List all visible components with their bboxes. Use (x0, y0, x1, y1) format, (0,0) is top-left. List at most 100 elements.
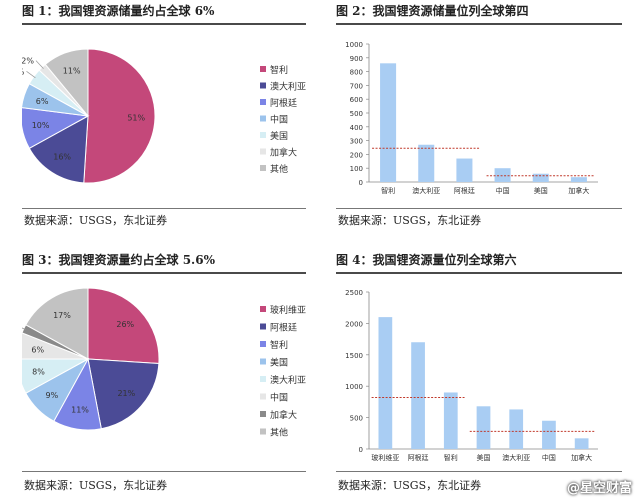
legend-label: 澳大利亚 (270, 81, 306, 93)
legend-label: 其他 (270, 163, 288, 175)
bar (380, 63, 397, 182)
y-tick-label: 600 (350, 96, 363, 104)
x-tick-label: 玻利维亚 (371, 453, 399, 462)
data-label: 51% (127, 114, 145, 123)
panel-4: 图 4：我国锂资源量位列全球第六 0 500 1000 1500 2000 2500 玻利维… (336, 249, 622, 498)
x-tick-label: 阿根廷 (408, 453, 429, 462)
panel-2: 图 2：我国锂资源储量位列全球第四 0 100 200 300 400 500 600 700… (336, 0, 622, 235)
legend-label: 其他 (270, 427, 288, 439)
bar (532, 173, 549, 182)
bar (574, 438, 589, 449)
pie-chart-3: 26%21%11%9%8%6%2%17%玻利维亚阿根廷智利美国澳大利亚中国加拿大… (22, 287, 306, 439)
x-tick-label: 加拿大 (571, 453, 592, 462)
y-tick-label: 1000 (345, 41, 363, 49)
source-rule (336, 208, 622, 209)
title-rule (336, 23, 622, 25)
bar (378, 317, 393, 449)
legend-swatch (260, 341, 266, 347)
x-tick-label: 智利 (381, 186, 395, 195)
data-label: 2% (22, 57, 34, 66)
legend-swatch (260, 428, 266, 435)
legend-label: 阿根廷 (270, 322, 297, 334)
y-tick-label: 900 (350, 55, 363, 63)
legend-label: 美国 (270, 130, 288, 142)
pie-slice (83, 48, 156, 184)
legend-label: 澳大利亚 (270, 374, 306, 386)
x-tick-label: 澳大利亚 (502, 453, 530, 462)
bar-chart-4: 0 500 1000 1500 2000 2500 玻利维亚 阿根廷 智利 美国 澳大利亚 中国 加拿大 (345, 289, 598, 462)
pie-slice (87, 358, 160, 430)
leader-line (35, 60, 44, 69)
data-label: 6% (31, 345, 44, 354)
title-rule (22, 23, 306, 25)
bar (570, 177, 587, 182)
legend-swatch (260, 323, 266, 330)
bar-chart-2: 0 100 200 300 400 500 600 700 800 900 1000 智利 澳大利亚 阿根… (345, 41, 598, 195)
legend-swatch (260, 66, 266, 72)
bar (509, 409, 524, 449)
panel-title: 图 3：我国锂资源量约占全球 5.6% (22, 253, 215, 267)
legend-swatch (260, 358, 266, 365)
x-tick-label: 美国 (477, 453, 491, 462)
legend-label: 阿根廷 (270, 97, 297, 109)
data-label: 10% (32, 121, 50, 130)
legend-swatch (260, 132, 266, 138)
source-note: 数据来源：USGS，东北证券 (338, 214, 482, 227)
legend-label: 中国 (270, 392, 288, 404)
legend-label: 美国 (270, 357, 288, 369)
pie-slice (87, 287, 160, 364)
x-tick-label: 澳大利亚 (412, 186, 440, 195)
legend-swatch (260, 99, 266, 105)
pie-slice (25, 287, 89, 360)
y-tick-label: 2000 (345, 320, 363, 328)
pie-slice (22, 358, 89, 394)
bar (494, 168, 511, 182)
y-tick-label: 700 (350, 82, 363, 90)
data-label: 8% (32, 368, 45, 377)
legend-swatch (260, 165, 266, 171)
legend-swatch (260, 82, 266, 89)
data-label: 26% (116, 320, 134, 329)
y-tick-label: 100 (350, 165, 363, 173)
data-label: 11% (63, 67, 81, 76)
leader-line (26, 71, 36, 79)
x-tick-label: 中国 (496, 186, 510, 195)
y-tick-label: 0 (359, 446, 363, 454)
y-tick-label: 2500 (345, 289, 363, 297)
x-tick-label: 智利 (444, 453, 458, 462)
data-label: 4% (22, 67, 25, 76)
bar (476, 406, 491, 449)
y-tick-label: 1500 (345, 352, 363, 360)
legend-label: 加拿大 (270, 409, 297, 421)
data-label: 9% (46, 391, 59, 400)
panel-title: 图 2：我国锂资源储量位列全球第四 (336, 4, 529, 18)
x-tick-label: 加拿大 (568, 186, 589, 195)
data-label: 11% (71, 405, 89, 414)
legend-label: 智利 (270, 64, 288, 76)
source-note: 数据来源：USGS，东北证券 (24, 479, 168, 492)
source-rule (22, 208, 306, 209)
pie-slice (28, 115, 89, 184)
watermark: @星空财富 (566, 481, 632, 496)
legend-swatch (260, 411, 266, 417)
legend-label: 中国 (270, 114, 288, 126)
data-label: 21% (117, 389, 135, 398)
y-tick-label: 200 (350, 151, 363, 159)
pie-slice (44, 48, 89, 118)
leader-line (22, 327, 26, 330)
title-rule (22, 272, 306, 274)
panel-title: 图 4：我国锂资源量位列全球第六 (336, 253, 517, 267)
legend-swatch (260, 393, 266, 400)
y-tick-label: 500 (350, 110, 363, 118)
panel-title: 图 1：我国锂资源储量约占全球 6% (22, 4, 215, 18)
data-label: 6% (36, 97, 49, 106)
bar (443, 392, 458, 449)
y-tick-label: 0 (359, 179, 363, 187)
data-label: 16% (53, 153, 71, 162)
legend-label: 加拿大 (270, 147, 297, 159)
legend-swatch (260, 115, 266, 122)
panel-3: 图 3：我国锂资源量约占全球 5.6% 26%21%11%9%8%6%2%17%… (22, 249, 306, 498)
x-tick-label: 中国 (542, 453, 556, 462)
source-rule (22, 471, 306, 472)
